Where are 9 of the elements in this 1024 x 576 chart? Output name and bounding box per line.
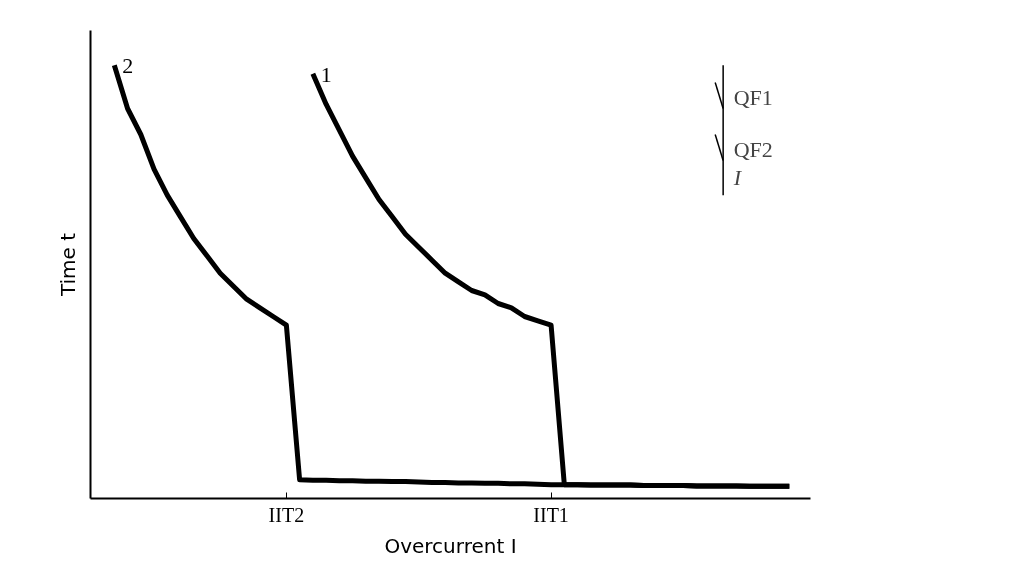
annotation: I [732,165,743,191]
annotation: QF2 [733,137,773,163]
series-label: 2 [122,53,134,79]
annotation: QF1 [733,85,773,111]
x-axis-title: Overcurrent I [384,533,517,558]
y-axis-title: Time t [55,232,80,298]
series-label: 1 [320,61,332,87]
x-tick-label: IIT2 [268,503,305,526]
x-tick-label: IIT1 [533,503,569,526]
